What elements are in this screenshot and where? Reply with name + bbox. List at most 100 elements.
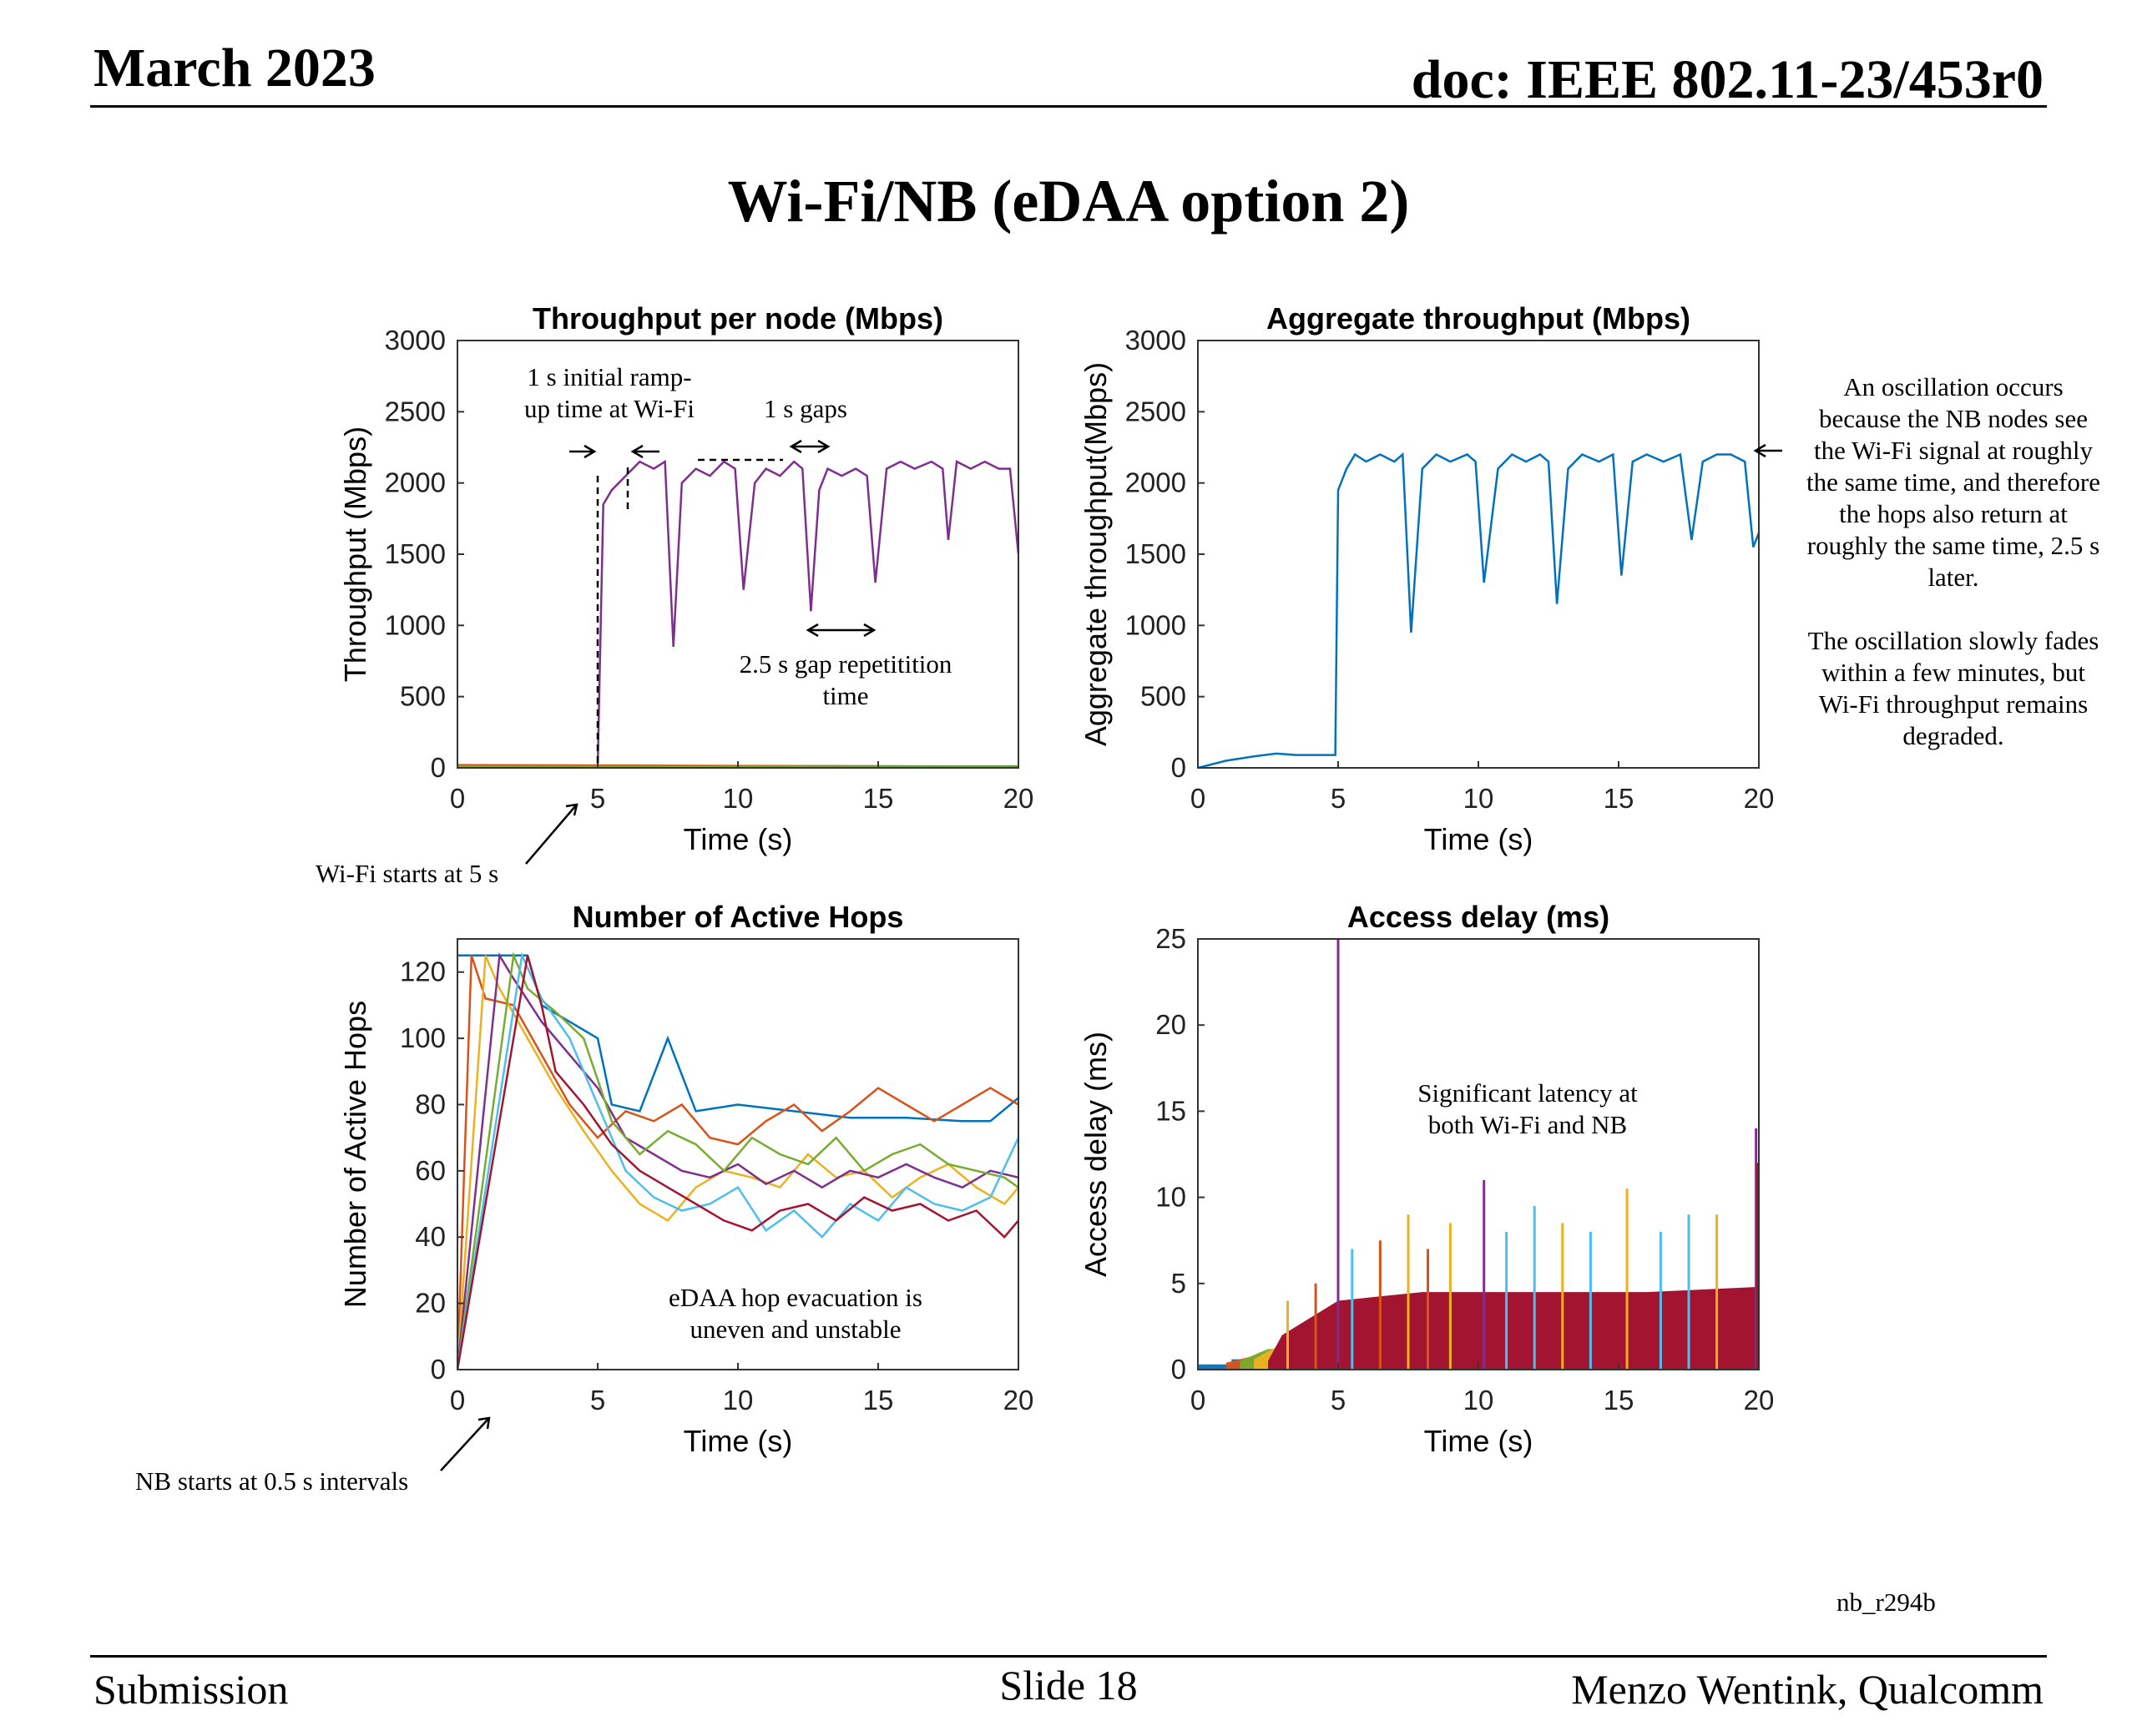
nb-start-arrowhead [477,1416,491,1430]
footer-author: Menzo Wentink, Qualcomm [1571,1666,2044,1713]
series-line [457,459,1018,768]
plot-data [457,951,1018,1370]
ramp-arrowhead-right [630,444,644,459]
oscillation-line: within a few minutes, but [1821,658,2085,687]
y-tick-label: 0 [1171,1354,1186,1385]
y-tick-label: 2500 [385,396,446,426]
series-line [1198,452,1759,768]
y-tick-label: 80 [415,1088,446,1119]
oscillation-line: the Wi-Fi signal at roughly [1814,436,2093,465]
y-tick-label: 0 [431,752,446,783]
chart-active-hops: Number of Active Hops Time (s) Number of A… [338,900,1033,1458]
y-tick-label: 0 [1171,752,1186,783]
x-tick-label: 20 [1003,1385,1034,1416]
x-tick-label: 0 [1190,1385,1205,1416]
y-tick-label: 15 [1155,1095,1186,1126]
ramp-annotation-line2: up time at Wi-Fi [524,394,695,423]
y-tick-label: 500 [400,681,446,712]
y-tick-label: 60 [415,1155,446,1186]
y-tick-label: 120 [400,956,446,987]
x-tick-label: 10 [1463,783,1494,814]
series-line [457,955,1018,1370]
oscillation-line: the hops also return at [1839,499,2068,528]
y-tick-label: 5 [1171,1268,1186,1299]
x-tick-label: 10 [723,783,754,814]
y-tick-label: 1000 [1125,609,1186,640]
wifi-start-arrow [525,805,577,865]
evacuation-annotation-line1: eDAA hop evacuation is [669,1283,922,1312]
plot-data [1198,452,1759,768]
y-tick-label: 20 [415,1288,446,1319]
oscillation-line: roughly the same time, 2.5 s [1807,531,2099,560]
x-tick-label: 15 [863,783,894,814]
y-tick-label: 10 [1155,1182,1186,1213]
footer-rule [90,1655,2047,1658]
x-axis-label: Time (s) [684,1424,793,1458]
x-tick-label: 10 [723,1385,754,1416]
x-tick-label: 5 [1331,1385,1346,1416]
y-axis-label: Aggregate throughput(Mbps) [1079,362,1113,746]
gaps-arrowhead-right [817,439,831,454]
nb-start-annotation: NB starts at 0.5 s intervals [135,1466,408,1496]
x-tick-label: 20 [1744,1385,1775,1416]
y-tick-label: 2000 [385,467,446,498]
x-tick-label: 0 [450,783,465,814]
series-line [457,955,1018,1370]
oscillation-annotation: An oscillation occurs because the NB nod… [1806,372,2100,750]
ramp-annotation-line1: 1 s initial ramp- [527,362,691,391]
latency-annotation-line2: both Wi-Fi and NB [1428,1110,1627,1139]
series-line [457,954,1018,1123]
y-tick-label: 20 [1155,1009,1186,1040]
series-line [457,951,1018,1370]
chart-title: Number of Active Hops [573,900,904,934]
repetition-annotation-line2: time [822,681,868,710]
y-axis-label: Throughput (Mbps) [338,426,372,682]
y-tick-label: 1500 [1125,538,1186,569]
chart-title: Aggregate throughput (Mbps) [1266,301,1690,336]
repetition-arrowhead-left [806,623,819,638]
oscillation-line: the same time, and therefore [1806,467,2100,497]
x-tick-label: 0 [1190,783,1205,814]
x-tick-label: 5 [590,1385,605,1416]
oscillation-line: because the NB nodes see [1819,404,2088,433]
repetition-arrowhead-right [863,623,877,638]
gaps-annotation: 1 s gaps [764,394,847,423]
x-tick-label: 20 [1003,783,1034,814]
chart-access-delay: Access delay (ms) Time (s) Access delay (m… [1079,900,1774,1458]
annotation-arrows [440,439,1782,1471]
wifi-start-arrowhead [565,803,578,816]
series-band [1268,1286,1759,1370]
header-rule [90,105,2047,108]
ramp-arrowhead-left [584,444,597,459]
oscillation-line: Wi-Fi throughput remains [1819,689,2089,719]
y-tick-label: 1500 [385,538,446,569]
y-tick-label: 100 [400,1022,446,1053]
x-axis-label: Time (s) [1424,822,1533,856]
slide-title: Wi-Fi/NB (eDAA option 2) [727,168,1410,235]
oscillation-arrowhead [1753,443,1766,458]
gaps-arrowhead-left [789,439,802,454]
series-line [457,951,1018,1370]
x-tick-label: 0 [450,1385,465,1416]
footer-submission: Submission [93,1666,289,1713]
x-tick-label: 10 [1463,1385,1494,1416]
oscillation-line: The oscillation slowly fades [1808,626,2099,655]
x-axis-label: Time (s) [684,822,793,856]
footer-slide-number: Slide 18 [999,1662,1138,1708]
y-tick-label: 40 [415,1221,446,1252]
chart-throughput-per-node: Throughput per node (Mbps) Time (s) Throug… [338,301,1033,856]
plot-data [457,459,1018,768]
figure-tag: nb_r294b [1836,1587,1936,1617]
x-tick-label: 15 [863,1385,894,1416]
latency-annotation-line1: Significant latency at [1417,1078,1638,1108]
y-tick-label: 1000 [385,609,446,640]
evacuation-annotation-line2: uneven and unstable [690,1315,901,1344]
x-tick-label: 5 [1331,783,1346,814]
x-tick-label: 5 [590,783,605,814]
x-axis-label: Time (s) [1424,1424,1533,1458]
wifi-start-annotation: Wi-Fi starts at 5 s [316,859,498,888]
chart-aggregate-throughput: Aggregate throughput (Mbps) Time (s) Aggre… [1079,301,1774,856]
nb-start-arrow [440,1418,489,1471]
y-tick-label: 3000 [385,325,446,356]
